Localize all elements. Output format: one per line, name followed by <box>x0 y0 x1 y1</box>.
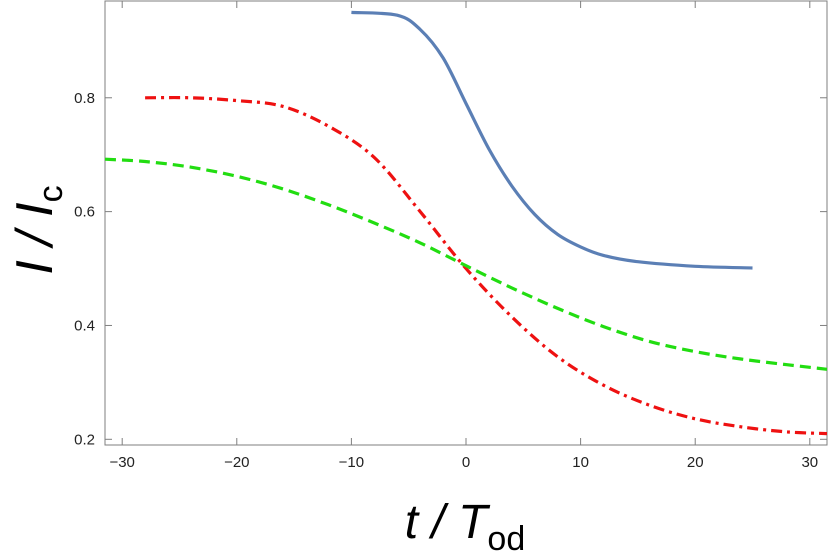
y-tick-label: 0.4 <box>74 317 95 334</box>
x-tick-label: 0 <box>462 454 470 471</box>
x-axis-label-main: t / T <box>405 496 491 549</box>
series-line-solid <box>351 10 753 270</box>
y-tick-label: 0.2 <box>74 431 95 448</box>
y-axis-label-sub: c <box>32 185 70 202</box>
series-group <box>104 10 828 436</box>
x-tick-label: −10 <box>339 454 364 471</box>
x-axis-label: t / Tod <box>405 496 526 555</box>
x-tick-label: 20 <box>687 454 704 471</box>
x-tick-label: −30 <box>109 454 134 471</box>
series-line-dashdot <box>145 95 828 436</box>
x-axis-label-sub: od <box>487 520 525 555</box>
axis-ticks: −30 −20 −10 0 10 20 30 0.2 0.4 0.6 0.8 <box>74 1 827 471</box>
plot-frame <box>104 0 828 446</box>
x-tick-label: −20 <box>224 454 249 471</box>
x-tick-label: 30 <box>801 454 818 471</box>
y-axis-label: I / Ic <box>6 185 70 274</box>
series-line-dashed <box>104 157 828 371</box>
y-tick-label: 0.8 <box>74 90 95 107</box>
x-tick-label: 10 <box>572 454 589 471</box>
y-axis-label-main: I / I <box>6 202 64 274</box>
y-tick-label: 0.6 <box>74 204 95 221</box>
